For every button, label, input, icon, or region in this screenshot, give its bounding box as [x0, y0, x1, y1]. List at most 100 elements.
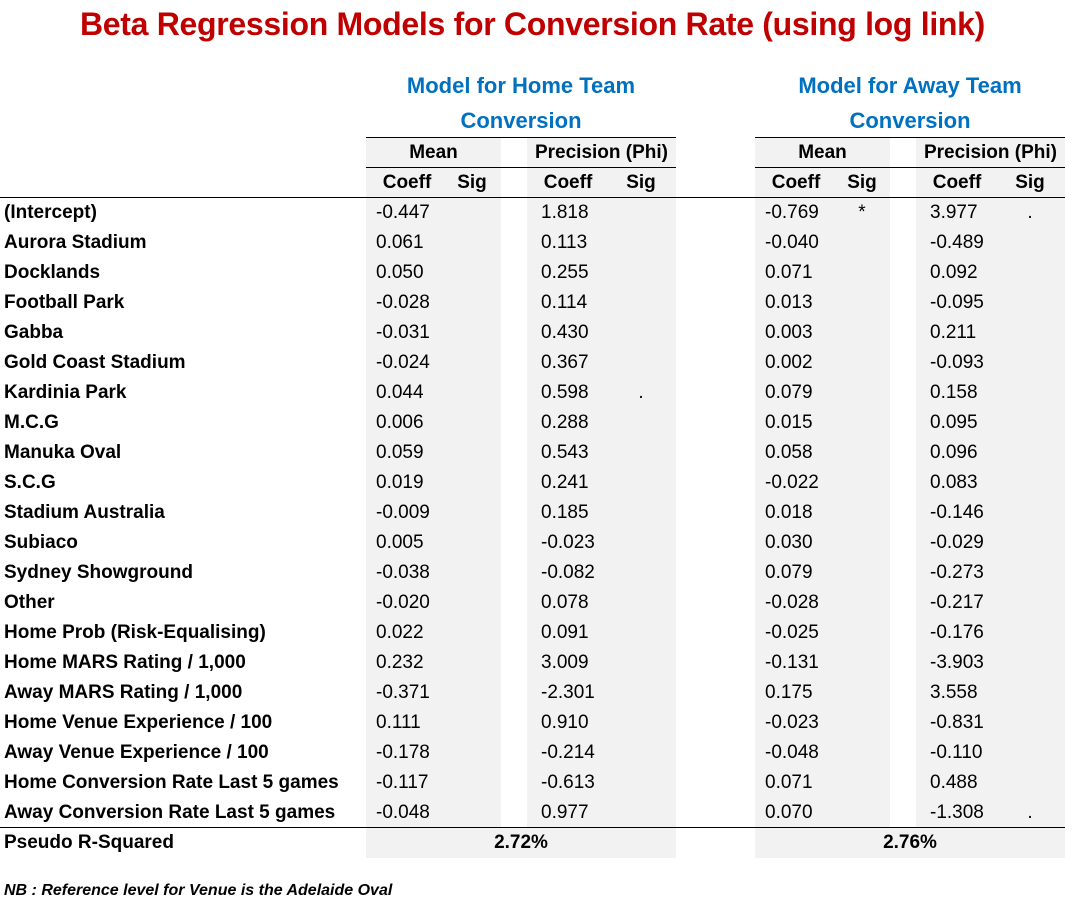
home-prec-coeff: 1.818: [541, 202, 589, 223]
away-prec-coeff: 0.211: [930, 322, 977, 343]
away-prec-coeff: -0.831: [930, 712, 984, 733]
row-label: (Intercept): [4, 202, 97, 223]
away-mean-sig-header: Sig: [847, 172, 877, 193]
home-heading-rule: [366, 137, 676, 138]
home-prec-sig: .: [638, 382, 644, 403]
home-subheader-rule: [366, 167, 676, 168]
away-mean-coeff: 0.079: [765, 562, 813, 583]
home-model-heading: Model for Home Team Conversion: [366, 68, 676, 138]
home-prec-coeff: 0.113: [541, 232, 588, 253]
home-mean-coeff: -0.028: [376, 292, 430, 313]
home-mean-coeff: 0.019: [376, 472, 424, 493]
row-label: M.C.G: [4, 412, 59, 433]
home-prec-coeff-header: Coeff: [543, 172, 593, 193]
row-label: Stadium Australia: [4, 502, 165, 523]
away-mean-coeff: 0.015: [765, 412, 813, 433]
home-mean-coeff: 0.111: [376, 712, 421, 733]
away-mean-coeff: 0.058: [765, 442, 813, 463]
home-mean-coeff: 0.005: [376, 532, 424, 553]
away-prec-coeff: 0.092: [930, 262, 978, 283]
home-prec-coeff: 0.078: [541, 592, 589, 613]
away-prec-coeff: 3.977: [930, 202, 978, 223]
home-mean-coeff: -0.009: [376, 502, 430, 523]
away-mean-coeff: -0.028: [765, 592, 819, 613]
away-mean-coeff: 0.002: [765, 352, 813, 373]
away-mean-coeff: -0.131: [765, 652, 819, 673]
row-label: Away Conversion Rate Last 5 games: [4, 802, 336, 823]
home-prec-coeff: 0.241: [541, 472, 589, 493]
home-mean-coeff: -0.024: [376, 352, 430, 373]
away-mean-coeff: 0.018: [765, 502, 813, 523]
away-prec-coeff-header: Coeff: [932, 172, 982, 193]
away-mean-header: Mean: [798, 142, 847, 163]
away-prec-coeff: -0.489: [930, 232, 984, 253]
row-label: Football Park: [4, 292, 125, 313]
away-prec-coeff: -0.095: [930, 292, 984, 313]
home-precision-header: Precision (Phi): [534, 142, 669, 163]
away-prec-coeff: 0.095: [930, 412, 978, 433]
away-mean-coeff: -0.769: [765, 202, 819, 223]
home-prec-coeff: -0.082: [541, 562, 595, 583]
row-label: Home Conversion Rate Last 5 games: [4, 772, 339, 793]
home-mean-coeff: 0.050: [376, 262, 424, 283]
row-label: Gabba: [4, 322, 64, 343]
away-prec-sig-header: Sig: [1015, 172, 1045, 193]
home-model-heading-line2: Conversion: [460, 108, 582, 133]
home-mean-coeff: -0.178: [376, 742, 430, 763]
away-mean-coeff: -0.022: [765, 472, 819, 493]
home-model-heading-line1: Model for Home Team: [406, 73, 636, 98]
row-label: Kardinia Park: [4, 382, 127, 403]
away-r2-band: [755, 828, 1065, 858]
away-prec-coeff: -0.176: [930, 622, 984, 643]
away-mean-coeff: 0.071: [765, 262, 813, 283]
away-mean-coeff: 0.030: [765, 532, 813, 553]
away-prec-coeff: 0.083: [930, 472, 978, 493]
away-prec-coeff: -1.308: [930, 802, 984, 823]
home-mean-coeff: -0.447: [376, 202, 430, 223]
away-prec-coeff: 0.158: [930, 382, 978, 403]
away-mean-coeff: 0.013: [765, 292, 813, 313]
home-mean-coeff: 0.061: [376, 232, 424, 253]
row-label: Subiaco: [4, 532, 78, 553]
home-prec-coeff: 0.091: [541, 622, 589, 643]
row-label: Away Venue Experience / 100: [4, 742, 269, 763]
away-prec-coeff: -0.029: [930, 532, 984, 553]
away-prec-coeff: 3.558: [930, 682, 978, 703]
away-prec-sig: .: [1027, 802, 1033, 823]
away-pseudo-r2: 2.76%: [883, 832, 937, 853]
away-mean-coeff: -0.048: [765, 742, 819, 763]
home-mean-header: Mean: [409, 142, 458, 163]
home-prec-coeff: 3.009: [541, 652, 589, 673]
away-mean-coeff: 0.071: [765, 772, 813, 793]
home-mean-coeff-header: Coeff: [382, 172, 432, 193]
home-mean-coeff: 0.022: [376, 622, 424, 643]
body-bottom-rule: [0, 827, 1065, 828]
away-mean-coeff: -0.025: [765, 622, 819, 643]
away-prec-coeff: -0.146: [930, 502, 984, 523]
away-mean-coeff: 0.079: [765, 382, 813, 403]
home-prec-coeff: -0.613: [541, 772, 595, 793]
away-mean-coeff: -0.040: [765, 232, 819, 253]
home-prec-coeff: 0.910: [541, 712, 589, 733]
row-label: Home Prob (Risk-Equalising): [4, 622, 266, 643]
home-mean-coeff: -0.048: [376, 802, 430, 823]
away-model-heading-line1: Model for Away Team: [798, 73, 1022, 98]
away-prec-coeff: -0.273: [930, 562, 984, 583]
away-mean-coeff-header: Coeff: [771, 172, 821, 193]
row-label: Sydney Showground: [4, 562, 193, 583]
away-mean-coeff: 0.175: [765, 682, 813, 703]
home-prec-coeff: 0.430: [541, 322, 589, 343]
away-prec-coeff: -0.217: [930, 592, 984, 613]
row-label: Home Venue Experience / 100: [4, 712, 273, 733]
home-r2-band: [366, 828, 676, 858]
home-mean-coeff: -0.117: [376, 772, 429, 793]
home-prec-coeff: -0.214: [541, 742, 595, 763]
away-heading-rule: [755, 137, 1065, 138]
home-prec-coeff: 0.185: [541, 502, 589, 523]
away-mean-sig: *: [858, 202, 866, 223]
away-model-heading: Model for Away Team Conversion: [755, 68, 1065, 138]
away-subheader-rule: [755, 167, 1065, 168]
home-prec-coeff: 0.114: [541, 292, 588, 313]
away-prec-coeff: -0.110: [930, 742, 983, 763]
away-prec-coeff: -0.093: [930, 352, 984, 373]
